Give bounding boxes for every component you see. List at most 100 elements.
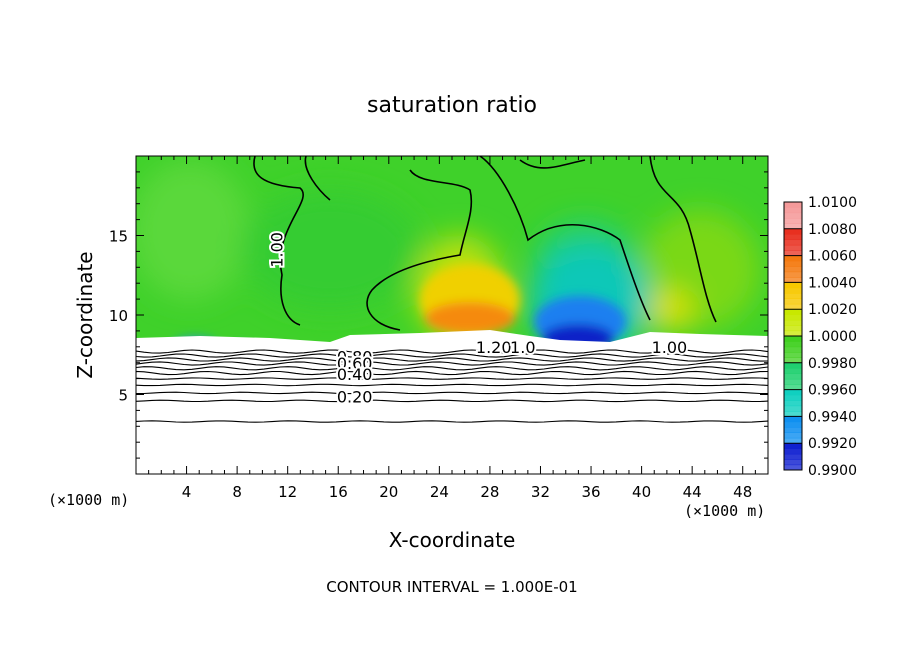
contour-label-halo: 0.40 [337, 365, 373, 384]
stable-contour-line [136, 357, 768, 362]
colorbar-swatch [784, 400, 802, 407]
contour-label-halo: 1.00 [652, 338, 688, 357]
x-unit-left: (×1000 m) [48, 491, 129, 509]
contour-label: 1.00 [652, 338, 688, 357]
heatmap-field [136, 156, 768, 474]
x-tick-label: 8 [232, 483, 242, 501]
x-tick-label: 48 [733, 483, 752, 501]
colorbar-swatch [784, 341, 802, 348]
colorbar-swatch [784, 303, 802, 310]
colorbar-label: 1.0020 [808, 302, 857, 318]
colorbar-swatch [784, 405, 802, 412]
colorbar-swatch [784, 448, 802, 455]
colorbar-swatch [784, 378, 802, 385]
x-axis: 4 8 12 16 20 24 28 32 36 40 44 48 [148, 156, 756, 501]
colorbar-label: 1.0080 [808, 222, 857, 238]
stable-contour-line [136, 399, 768, 403]
colorbar-swatch [784, 244, 802, 251]
x-tick-label: 36 [581, 483, 600, 501]
colorbar-swatch [784, 239, 802, 246]
contour-label-halo: 0.60 [337, 354, 373, 373]
colorbar-swatch [784, 368, 802, 375]
y-tick-label: 10 [109, 307, 128, 325]
colorbar-swatch [784, 416, 802, 423]
contour-label-halo: 1.0 [510, 338, 535, 357]
colorbar-swatch [784, 319, 802, 326]
colorbar-swatch [784, 234, 802, 241]
colorbar-swatch [784, 346, 802, 353]
colorbar-swatch [784, 336, 802, 342]
stable-contour-line [136, 349, 768, 354]
contour-label: 0.80 [337, 348, 373, 367]
contour-label: 0.60 [337, 354, 373, 373]
colorbar-swatch [784, 207, 802, 214]
colorbar-swatch [784, 314, 802, 321]
stable-contour-line [136, 377, 768, 380]
stable-contour-line [136, 420, 768, 423]
colorbar-swatch [784, 352, 802, 358]
colorbar-swatch [784, 228, 802, 235]
x-unit-right: (×1000 m) [684, 502, 765, 520]
colorbar-label: 0.9960 [808, 383, 857, 399]
colorbar-swatch [784, 202, 802, 208]
colorbar-label: 1.0000 [808, 329, 857, 345]
colorbar-swatch [784, 453, 802, 460]
x-tick-label: 4 [182, 483, 192, 501]
contour-interval-note: CONTOUR INTERVAL = 1.000E-01 [326, 578, 577, 596]
y-axis-label: Z-coordinate [73, 251, 97, 378]
colorbar-swatch [784, 362, 802, 369]
colorbar-swatch [784, 373, 802, 380]
colorbar-label: 0.9940 [808, 409, 857, 425]
colorbar-swatch [784, 260, 802, 267]
contour-labels: 1.001.001.001.001.201.201.01.00.800.800.… [266, 230, 690, 408]
contour-label-halo: 0.20 [337, 387, 373, 406]
colorbar-swatch [784, 464, 802, 471]
colorbar-swatch [784, 298, 802, 305]
contour-label: 0.20 [337, 387, 373, 406]
colorbar-swatch [784, 255, 802, 262]
x-tick-label: 16 [329, 483, 348, 501]
contour-label: 0.40 [337, 365, 373, 384]
x-tick-label: 12 [278, 483, 297, 501]
colorbar-label: 0.9980 [808, 356, 857, 372]
y-tick-label: 15 [109, 228, 128, 246]
colorbar-swatch [784, 443, 802, 450]
colorbar-swatch [784, 271, 802, 278]
x-tick-label: 32 [531, 483, 550, 501]
colorbar-swatch [784, 250, 802, 257]
colorbar-swatch [784, 437, 802, 444]
contour-label-halo: 0.80 [337, 348, 373, 367]
stable-layer [136, 330, 768, 474]
colorbar-swatch [784, 357, 802, 364]
chart-title: saturation ratio [367, 93, 537, 118]
x-tick-label: 28 [480, 483, 499, 501]
x-tick-label: 20 [379, 483, 398, 501]
colorbar-swatch [784, 223, 802, 230]
contour-label-halo: 1.00 [268, 232, 287, 268]
contour-label: 1.0 [510, 338, 535, 357]
contour-label: 1.00 [268, 232, 287, 268]
colorbar-swatch [784, 282, 802, 289]
colorbar-swatch [784, 287, 802, 294]
x-axis-label: X-coordinate [389, 528, 516, 552]
colorbar-swatch [784, 459, 802, 466]
colorbar-swatch [784, 330, 802, 337]
colorbar-label: 1.0060 [808, 249, 857, 265]
stable-layer-contours [136, 349, 768, 423]
x-tick-label: 44 [683, 483, 702, 501]
contour-label-halo: 1.20 [476, 338, 512, 357]
colorbar-swatch [784, 325, 802, 332]
colorbar-label: 0.9900 [808, 463, 857, 479]
colorbar-swatch [784, 293, 802, 299]
contour-lines [253, 156, 717, 331]
colorbar-label: 1.0040 [808, 275, 857, 291]
stable-contour-line [136, 391, 768, 395]
colorbar-swatch [784, 411, 802, 417]
colorbar-swatch [784, 389, 802, 396]
colorbar-swatch [784, 427, 802, 433]
colorbar-swatch [784, 266, 802, 273]
x-tick-label: 40 [632, 483, 651, 501]
colorbar-swatch [784, 421, 802, 428]
colorbar-swatch [784, 394, 802, 401]
